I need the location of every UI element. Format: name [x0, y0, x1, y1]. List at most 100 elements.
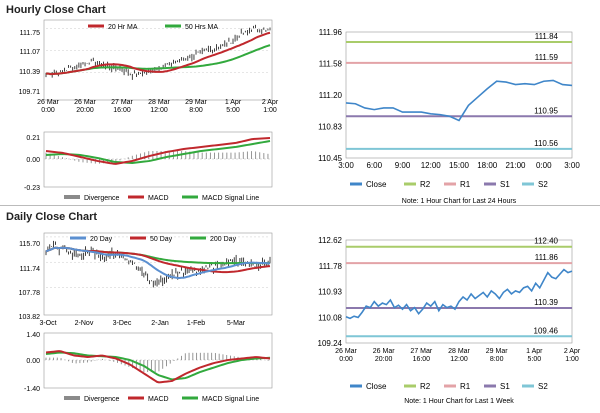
x-tick-label: 9:00	[395, 161, 411, 170]
x-tick-label: 3:00	[564, 161, 580, 170]
legend-s1: S1	[500, 382, 510, 391]
legend-divergence: Divergence	[84, 195, 120, 202]
hourly-x-tick-label: 28 Mar	[148, 99, 170, 106]
legend-close: Close	[366, 180, 387, 189]
y-tick-label: 112.62	[318, 236, 342, 245]
chart-note: Note: 1 Hour Chart for Last 1 Week	[404, 398, 514, 405]
hourly-macd-signal-line	[45, 140, 271, 164]
legend-divergence: Divergence	[84, 396, 120, 403]
hourly-macd-panel: 0.21 0.00 -0.23 Divergence MACD MACD Sig…	[24, 131, 273, 202]
x-tick-label: 2 Apr	[564, 348, 581, 355]
hourly-x-tick-label: 26 Mar	[37, 99, 59, 106]
hourly-x-tick-label: 29 Mar	[185, 99, 207, 106]
x-tick-label: 1 Apr	[526, 348, 543, 355]
pivot-level-label: 110.39	[534, 298, 558, 307]
legend-swatch-divergence	[64, 396, 80, 400]
daily-price-tick: 111.74	[20, 266, 40, 273]
x-tick-label: 21:00	[505, 161, 526, 170]
close-price-line	[345, 79, 573, 122]
x-tick-label: 12:00	[450, 356, 468, 363]
legend-20day: 20 Day	[90, 236, 113, 243]
x-tick-label: 28 Mar	[448, 348, 470, 355]
hourly-x-tick-label: 26 Mar	[74, 99, 96, 106]
daily-20day-ma-line	[45, 246, 271, 280]
pivot-level-label: 111.59	[535, 53, 559, 62]
legend-r1: R1	[460, 382, 471, 391]
hourly-x-tick-label: 20:00	[76, 107, 94, 114]
daily-x-tick-label: 2-Jan	[151, 320, 169, 327]
pivot-level-label: 111.86	[535, 253, 559, 262]
x-tick-label: 0:00	[339, 356, 353, 363]
daily-macd-tick: -1.40	[24, 386, 40, 393]
legend-macd: MACD	[148, 396, 169, 403]
y-tick-label: 111.58	[319, 60, 343, 69]
close-price-line	[345, 268, 573, 320]
pivot-level-label: 112.40	[534, 237, 558, 246]
legend-200day: 200 Day	[210, 236, 237, 243]
hourly-x-tick-label: 8:00	[189, 107, 203, 114]
y-tick-label: 110.45	[318, 154, 342, 163]
hourly-macd-tick: 0.00	[26, 157, 40, 164]
x-tick-label: 26 Mar	[335, 348, 357, 355]
daily-price-tick: 107.78	[19, 290, 41, 297]
x-tick-label: 3:00	[338, 161, 354, 170]
y-tick-label: 110.83	[318, 123, 342, 132]
legend-s2: S2	[538, 180, 548, 189]
hourly-x-tick-label: 27 Mar	[111, 99, 133, 106]
daily-x-tick-label: 5-Mar	[227, 320, 246, 327]
y-tick-label: 110.93	[318, 288, 342, 297]
legend-signal-line: MACD Signal Line	[202, 396, 259, 403]
x-tick-label: 6:00	[366, 161, 382, 170]
x-tick-label: 26 Mar	[373, 348, 395, 355]
daily-price-tick: 115.70	[19, 241, 40, 248]
legend-r2: R2	[420, 382, 431, 391]
pivot-level-label: 109.46	[534, 326, 559, 335]
legend-close: Close	[366, 382, 387, 391]
plot-frame	[345, 239, 573, 344]
y-tick-label: 110.08	[318, 313, 342, 322]
plot-frame	[345, 31, 573, 159]
x-tick-label: 8:00	[490, 356, 504, 363]
daily-macd-line	[45, 350, 271, 384]
legend-20hr-ma: 20 Hr MA	[108, 24, 138, 31]
daily-x-tick-label: 1-Feb	[187, 320, 205, 327]
x-tick-label: 1:00	[565, 356, 579, 363]
daily-macd-tick: 0.00	[26, 358, 40, 365]
hourly-price-tick: 111.75	[20, 30, 40, 37]
x-tick-label: 15:00	[449, 161, 470, 170]
hourly-x-tick-label: 12:00	[150, 107, 168, 114]
daily-section-title: Daily Close Chart	[6, 211, 98, 223]
y-tick-label: 111.96	[319, 28, 343, 37]
legend-50hr-ma: 50 Hrs MA	[185, 24, 218, 31]
daily-macd-signal-line	[45, 351, 271, 381]
hourly-20hr-ma-line	[45, 31, 271, 76]
legend-50day: 50 Day	[150, 236, 173, 243]
pivot-level-label: 111.84	[535, 32, 559, 41]
hourly-price-tick: 111.07	[20, 49, 40, 56]
hourly-macd-tick: -0.23	[24, 185, 40, 192]
hourly-price-tick: 109.71	[19, 89, 41, 96]
hourly-x-tick-label: 2 Apr	[262, 99, 279, 106]
daily-price-tick: 103.82	[19, 314, 41, 321]
y-tick-label: 111.78	[319, 262, 343, 271]
daily-macd-panel: 1.40 0.00 -1.40 Divergence MACD MACD Sig…	[24, 332, 273, 403]
pivot-chart-1w: 112.62 111.78 110.93 110.08 109.24 112.40 111.…	[318, 236, 581, 405]
hourly-x-tick-label: 5:00	[226, 107, 240, 114]
y-tick-label: 111.20	[319, 91, 343, 100]
daily-price-panel: 20 Day 50 Day 200 Day 115.70 111.74 107.…	[19, 232, 273, 327]
hourly-section-title: Hourly Close Chart	[6, 4, 106, 16]
chart-note: Note: 1 Hour Chart for Last 24 Hours	[402, 198, 517, 205]
x-tick-label: 5:00	[528, 356, 542, 363]
daily-x-tick-label: 3-Oct	[39, 320, 56, 327]
hourly-x-tick-label: 1:00	[263, 107, 277, 114]
x-tick-label: 27 Mar	[410, 348, 432, 355]
hourly-macd-tick: 0.21	[26, 135, 40, 142]
x-tick-label: 18:00	[477, 161, 498, 170]
hourly-price-panel: 20 Hr MA 50 Hrs MA 111.75 111.07 110.39 …	[19, 19, 279, 114]
x-tick-label: 0:00	[536, 161, 552, 170]
daily-x-tick-label: 2-Nov	[75, 320, 94, 327]
daily-macd-tick: 1.40	[26, 332, 40, 339]
hourly-x-tick-label: 1 Apr	[225, 99, 242, 106]
legend-swatch-divergence	[64, 195, 80, 199]
